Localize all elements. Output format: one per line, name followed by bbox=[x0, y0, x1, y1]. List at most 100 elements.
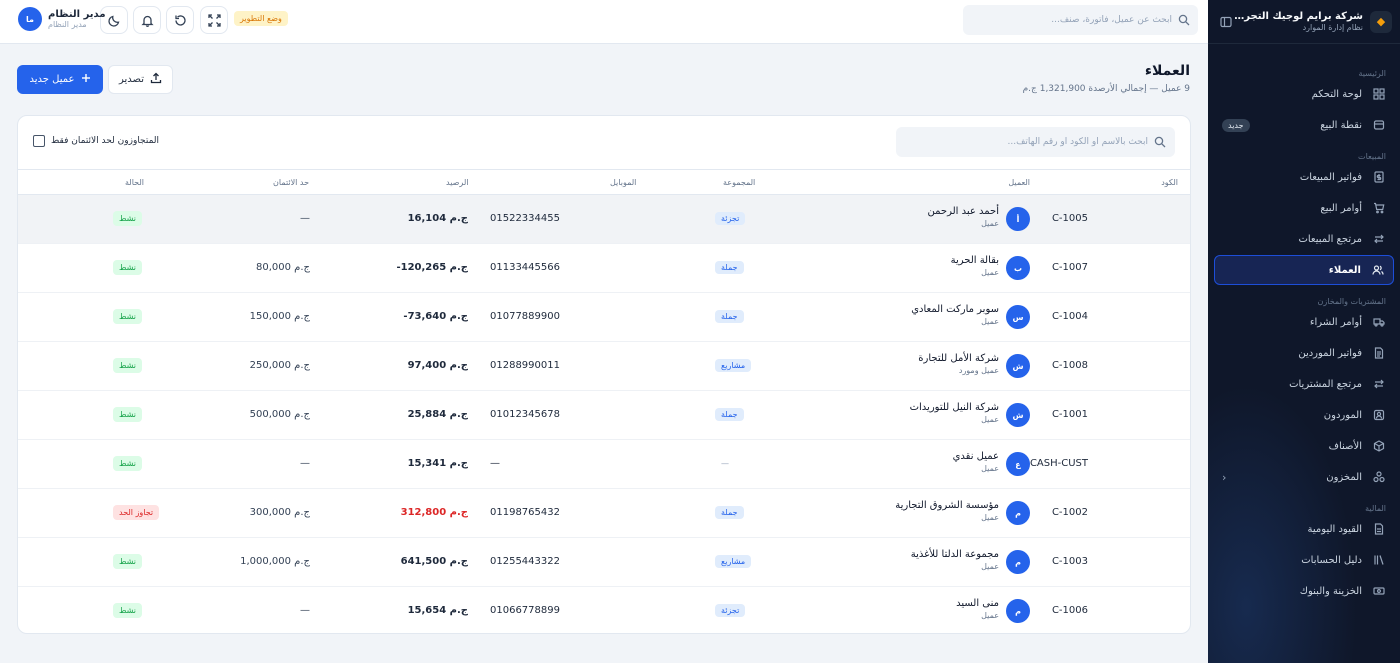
sidebar-item[interactable]: دليل الحسابات bbox=[1214, 545, 1394, 575]
header-status[interactable]: الحالة bbox=[125, 178, 144, 187]
customer-group-badge: جملة bbox=[715, 506, 744, 519]
sidebar-item[interactable]: أوامر الشراء bbox=[1214, 307, 1394, 337]
customer-name[interactable]: منى السيد bbox=[956, 598, 999, 609]
export-button[interactable]: تصدير bbox=[108, 65, 173, 94]
sidebar-item[interactable]: الموردون bbox=[1214, 400, 1394, 430]
global-search[interactable] bbox=[963, 5, 1198, 35]
sidebar-section-title: المالية bbox=[1365, 504, 1386, 513]
status-badge: نشط bbox=[113, 211, 142, 226]
sidebar-item-label: الموردون bbox=[1323, 409, 1362, 421]
customer-type: عميل bbox=[981, 317, 999, 326]
header-code[interactable]: الكود bbox=[1161, 178, 1178, 187]
sidebar-item[interactable]: الأصناف bbox=[1214, 431, 1394, 461]
customer-code: C-1006 bbox=[1051, 605, 1088, 616]
refresh-button[interactable] bbox=[166, 6, 194, 34]
sidebar-item[interactable]: مرتجع المبيعات bbox=[1214, 224, 1394, 254]
table-row[interactable]: CASH-CUST ع عميل نقدي عميل — — 15,341 ج.… bbox=[18, 440, 1190, 489]
table-row[interactable]: C-1005 أ أحمد عبد الرحمن عميل تجزئة 0152… bbox=[18, 195, 1190, 244]
customer-name[interactable]: شركة النيل للتوريدات bbox=[909, 402, 999, 413]
header-mobile[interactable]: الموبايل bbox=[610, 178, 637, 187]
export-label: تصدير bbox=[119, 74, 145, 85]
sidebar-collapse-icon[interactable] bbox=[1218, 14, 1234, 30]
customer-credit-limit: 300,000 ج.م bbox=[249, 507, 310, 518]
table-row[interactable]: C-1007 ب بقالة الحرية عميل جملة 01133445… bbox=[18, 244, 1190, 293]
sidebar-item-label: نقطة البيع bbox=[1320, 119, 1362, 131]
sidebar-item[interactable]: المخزون ‹ bbox=[1214, 462, 1394, 492]
document-icon bbox=[1372, 346, 1386, 360]
sidebar-item-label: فواتير الموردين bbox=[1298, 347, 1362, 359]
fullscreen-icon bbox=[207, 13, 221, 27]
customer-name[interactable]: سوبر ماركت المعادي bbox=[911, 304, 999, 315]
customer-type: عميل bbox=[981, 562, 999, 571]
header-customer[interactable]: العميل bbox=[1008, 178, 1030, 187]
sidebar-item[interactable]: الخزينة والبنوك bbox=[1214, 576, 1394, 606]
user-role: مدير النظام bbox=[48, 20, 87, 29]
customer-code: C-1002 bbox=[1051, 507, 1088, 518]
sidebar-item[interactable]: القيود اليومية bbox=[1214, 514, 1394, 544]
customer-type: عميل bbox=[981, 268, 999, 277]
customer-name[interactable]: مؤسسة الشروق التجارية bbox=[895, 500, 999, 511]
customer-credit-limit: — bbox=[300, 605, 310, 616]
customer-avatar: م bbox=[1006, 501, 1030, 525]
customer-avatar: م bbox=[1006, 550, 1030, 574]
customer-name[interactable]: مجموعة الدلتا للأغذية bbox=[910, 549, 999, 560]
customer-credit-limit: 150,000 ج.م bbox=[249, 311, 310, 322]
invoice-icon bbox=[1372, 170, 1386, 184]
customer-group-badge: تجزئة bbox=[715, 212, 746, 225]
header-credit-limit[interactable]: حد الائتمان bbox=[273, 178, 310, 187]
customer-phone: 01522334455 bbox=[490, 213, 560, 224]
sidebar-item[interactable]: فواتير الموردين bbox=[1214, 338, 1394, 368]
status-badge: نشط bbox=[113, 456, 142, 471]
fullscreen-button[interactable] bbox=[200, 6, 228, 34]
theme-toggle-button[interactable] bbox=[100, 6, 128, 34]
sidebar-item[interactable]: لوحة التحكم bbox=[1214, 79, 1394, 109]
customer-name-cell: بقالة الحرية عميل bbox=[951, 255, 999, 277]
chevron-left-icon[interactable]: ‹ bbox=[1222, 470, 1227, 484]
customer-phone: 01077889900 bbox=[490, 311, 560, 322]
sidebar-section-title: المشتريات والمخازن bbox=[1317, 297, 1386, 306]
customer-name[interactable]: عميل نقدي bbox=[952, 451, 999, 462]
sidebar-item[interactable]: مرتجع المشتريات bbox=[1214, 369, 1394, 399]
global-search-input[interactable] bbox=[972, 15, 1172, 25]
customer-search-input[interactable] bbox=[908, 137, 1148, 147]
new-customer-label: عميل جديد bbox=[29, 74, 75, 85]
status-badge: نشط bbox=[113, 407, 142, 422]
table-row[interactable]: C-1006 م منى السيد عميل تجزئة 0106677889… bbox=[18, 587, 1190, 633]
customer-group-badge: — bbox=[721, 459, 729, 468]
customer-search[interactable] bbox=[896, 127, 1175, 157]
header-group[interactable]: المجموعة bbox=[723, 178, 756, 187]
sidebar-item[interactable]: أوامر البيع bbox=[1214, 193, 1394, 223]
table-row[interactable]: C-1002 م مؤسسة الشروق التجارية عميل جملة… bbox=[18, 489, 1190, 538]
customer-code: C-1001 bbox=[1051, 409, 1088, 420]
table-row[interactable]: C-1008 ش شركة الأمل للتجارة عميل ومورد م… bbox=[18, 342, 1190, 391]
user-avatar[interactable]: ما bbox=[18, 7, 42, 31]
truck-icon bbox=[1372, 315, 1386, 329]
over-limit-checkbox[interactable] bbox=[33, 135, 45, 147]
customer-credit-limit: 250,000 ج.م bbox=[249, 360, 310, 371]
customer-credit-limit: 80,000 ج.م bbox=[256, 262, 310, 273]
topbar: وضع التطوير ما مدير النظام مدير النظام bbox=[0, 0, 1208, 44]
customer-name[interactable]: بقالة الحرية bbox=[950, 255, 999, 266]
sidebar-item-label: الأصناف bbox=[1328, 440, 1362, 452]
customer-balance: -120,265 ج.م bbox=[396, 262, 468, 273]
table-row[interactable]: C-1004 س سوبر ماركت المعادي عميل جملة 01… bbox=[18, 293, 1190, 342]
customer-name[interactable]: شركة الأمل للتجارة bbox=[918, 353, 999, 364]
table-row[interactable]: C-1003 م مجموعة الدلتا للأغذية عميل مشار… bbox=[18, 538, 1190, 587]
header-balance[interactable]: الرصيد bbox=[446, 178, 469, 187]
customer-balance: 641,500 ج.م bbox=[400, 556, 468, 567]
customer-avatar: م bbox=[1006, 599, 1030, 623]
sidebar-item[interactable]: العملاء bbox=[1214, 255, 1394, 285]
customer-avatar: ش bbox=[1006, 354, 1030, 378]
customer-name[interactable]: أحمد عبد الرحمن bbox=[927, 206, 1000, 217]
over-limit-filter[interactable]: المتجاوزون لحد الائتمان فقط bbox=[33, 135, 159, 147]
user-menu[interactable]: ما مدير النظام مدير النظام bbox=[18, 7, 106, 31]
customer-credit-limit: 500,000 ج.م bbox=[249, 409, 310, 420]
refresh-icon bbox=[174, 14, 186, 26]
notifications-button[interactable] bbox=[133, 6, 161, 34]
table-row[interactable]: C-1001 ش شركة النيل للتوريدات عميل جملة … bbox=[18, 391, 1190, 440]
sidebar-item[interactable]: فواتير المبيعات bbox=[1214, 162, 1394, 192]
customer-type: عميل bbox=[981, 513, 999, 522]
pos-icon bbox=[1372, 118, 1386, 132]
new-customer-button[interactable]: عميل جديد bbox=[17, 65, 103, 94]
sidebar-item[interactable]: نقطة البيع جديد bbox=[1214, 110, 1394, 140]
